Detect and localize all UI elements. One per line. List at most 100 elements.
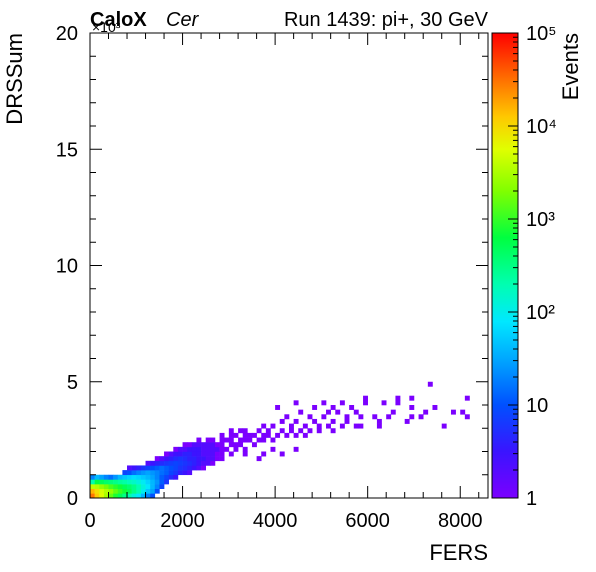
heatmap-cell: [168, 474, 174, 480]
heatmap-cell: [330, 418, 336, 424]
heatmap-cell: [177, 470, 183, 476]
heatmap-cell: [122, 479, 128, 485]
heatmap-cell: [99, 488, 105, 494]
heatmap-cell: [127, 484, 132, 489]
y-multiplier-label: ×10³: [92, 19, 121, 35]
heatmap-cell: [154, 465, 160, 471]
heatmap-cell: [214, 451, 220, 457]
heatmap-cell: [238, 437, 244, 443]
heatmap-cell: [196, 465, 202, 471]
heatmap-cell: [187, 456, 193, 462]
heatmap-cell: [404, 418, 410, 424]
heatmap-cell: [108, 474, 114, 480]
heatmap-cell: [265, 428, 271, 434]
heatmap-cell: [330, 428, 336, 434]
heatmap-cell: [312, 405, 318, 410]
heatmap-cell: [173, 474, 179, 480]
heatmap-cell: [464, 414, 470, 420]
heatmap-cell: [154, 456, 160, 462]
heatmap-cell: [140, 493, 146, 499]
heatmap-cell: [214, 442, 220, 448]
heatmap-cell: [233, 432, 239, 438]
x-tick-label: 2000: [160, 510, 205, 532]
heatmap-cell: [307, 428, 313, 434]
heatmap-cell: [90, 474, 95, 480]
heatmap-cell: [321, 400, 327, 406]
heatmap-cell: [242, 432, 248, 438]
heatmap-cell: [164, 460, 169, 466]
heatmap-cell: [187, 470, 193, 476]
heatmap-cell: [196, 437, 202, 443]
heatmap-cell: [94, 488, 100, 494]
heatmap-cell: [242, 437, 248, 443]
heatmap-cell: [103, 484, 109, 489]
heatmap-cell: [205, 456, 211, 462]
heatmap-cell: [150, 460, 156, 466]
heatmap-cell: [256, 428, 262, 434]
y-tick-label: 5: [67, 372, 78, 394]
y-tick-label: 15: [56, 139, 78, 161]
heatmap-cell: [196, 442, 202, 448]
heatmap-cell: [224, 446, 230, 452]
heatmap-cell: [275, 405, 281, 410]
heatmap-cell: [159, 474, 165, 480]
heatmap-cell: [159, 484, 165, 489]
heatmap-cell: [196, 460, 202, 466]
heatmap-cell: [122, 470, 128, 476]
heatmap-cell: [90, 493, 95, 499]
heatmap-cell: [349, 405, 355, 410]
heatmap-cell: [228, 432, 234, 438]
heatmap-cell: [219, 456, 225, 462]
heatmap-cell: [159, 465, 165, 471]
heatmap-cell: [321, 414, 327, 420]
heatmap-cell: [409, 405, 415, 410]
heatmap-cell: [173, 451, 179, 457]
heatmap-cell: [182, 451, 188, 457]
heatmap-cell: [219, 446, 225, 452]
heatmap-cell: [219, 432, 225, 438]
heatmap-cell: [177, 460, 183, 466]
heatmap-cell: [117, 479, 123, 485]
axes: 0 2000 4000 6000 8000 0 5 10 15 20: [56, 23, 488, 532]
colorbar-tick-label: 10: [526, 395, 548, 417]
heatmap-cell: [164, 474, 169, 480]
heatmap-cell: [210, 446, 216, 452]
heatmap-cell: [90, 479, 95, 485]
heatmap-cell: [460, 409, 466, 415]
heatmap-cell: [127, 465, 132, 471]
heatmap-cell: [150, 470, 156, 476]
heatmap-cell: [219, 442, 225, 448]
heatmap-cell: [339, 400, 345, 406]
heatmap-cell: [168, 465, 174, 471]
heatmap-cell: [293, 400, 299, 406]
heatmap-cell: [265, 432, 271, 438]
heatmap-cell: [205, 437, 211, 443]
heatmap-cell: [117, 488, 123, 494]
colorbar-title: Events: [558, 33, 583, 100]
heatmap-cell: [279, 418, 285, 424]
heatmap-cell: [136, 470, 142, 476]
heatmap-cell: [164, 456, 169, 462]
heatmap-cell: [122, 484, 128, 489]
heatmap-cell: [136, 488, 142, 494]
heatmap-cell: [173, 470, 179, 476]
heatmap-cell: [293, 446, 299, 452]
heatmap-cell: [298, 409, 304, 415]
x-tick-label: 0: [84, 510, 95, 532]
heatmap-cell: [99, 493, 105, 499]
heatmap-cell: [136, 479, 142, 485]
heatmap-cell: [210, 437, 216, 443]
heatmap-cell: [145, 484, 151, 489]
heatmap-cell: [127, 474, 132, 480]
heatmap-cell: [140, 470, 146, 476]
heatmap-cell: [182, 460, 188, 466]
heatmap-cell: [335, 409, 341, 415]
heatmap-cell: [270, 437, 276, 443]
heatmap-cell: [238, 428, 244, 434]
heatmap-cell: [390, 409, 396, 415]
heatmap-cell: [191, 451, 197, 457]
heatmap-cell: [94, 479, 100, 485]
heatmap-cell: [187, 442, 193, 448]
heatmap-cell: [173, 456, 179, 462]
brand-label: CaloX: [90, 9, 147, 31]
